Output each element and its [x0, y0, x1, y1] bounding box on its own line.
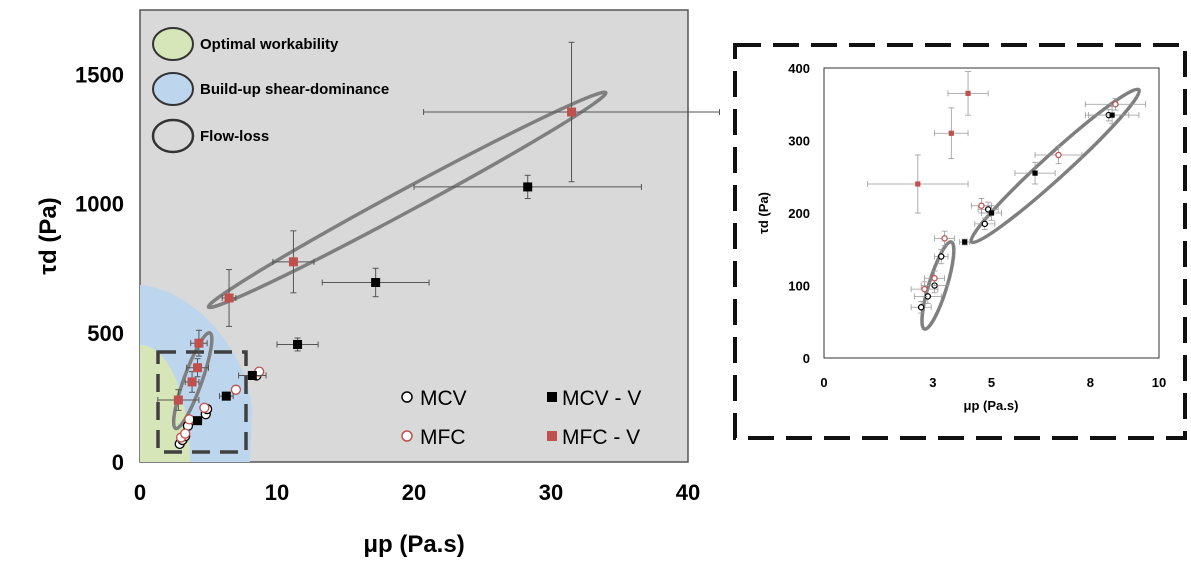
flowloss-ellipse-upper	[206, 90, 608, 310]
flowloss-ellipse-lower	[171, 331, 214, 431]
inset-x-tick-label: 10	[1152, 375, 1166, 390]
main-point-mfc	[230, 384, 242, 395]
inset-point-mfc	[931, 274, 938, 282]
main-point-mfc	[199, 402, 210, 413]
main-x-tick-label: 20	[402, 480, 426, 505]
legend-optimal-swatch	[152, 27, 194, 61]
main-point-mfc-v	[193, 363, 203, 373]
main-point-mfc-v	[288, 257, 298, 267]
main-x-tick-label: 10	[265, 480, 289, 505]
main-point-mfc	[180, 428, 191, 439]
legend-flowloss-label: Flow-loss	[200, 128, 269, 145]
main-y-tick-label: 1500	[75, 63, 124, 88]
main-x-tick-label: 30	[539, 480, 563, 505]
legend-mfc-marker	[401, 430, 413, 442]
main-y-tick-label: 500	[87, 321, 124, 346]
legend-mcv-label: MCV	[420, 387, 467, 410]
main-y-axis-label: τd (Pa)	[35, 197, 62, 274]
series-legend: MCV MFC MCV - V MFC - V	[401, 387, 641, 449]
main-flowloss-ellipses	[171, 90, 608, 431]
region-legend: Optimal workability Build-up shear-domin…	[151, 27, 389, 154]
main-point-mfc-v	[187, 377, 197, 387]
inset-y-tick-label: 400	[788, 61, 810, 76]
inset-y-tick-label: 100	[788, 279, 810, 294]
inset-point-mfc-v	[965, 90, 971, 96]
inset-point-mfc-v	[915, 181, 921, 187]
main-point-mcv-v	[247, 370, 257, 380]
inset-x-tick-label: 0	[820, 375, 827, 390]
legend-mcv-marker	[401, 391, 413, 403]
inset-x-tick-label: 8	[1087, 375, 1094, 390]
inset-y-tick-label: 200	[788, 206, 810, 221]
main-point-mcv-v	[293, 339, 303, 349]
legend-buildup-label: Build-up shear-dominance	[200, 81, 389, 98]
legend-buildup-swatch	[152, 72, 194, 106]
main-regions	[140, 285, 252, 462]
inset-marks	[867, 71, 1146, 314]
inset-point-mfc	[1055, 151, 1062, 159]
main-point-mfc-v	[224, 293, 234, 303]
main-point-mcv-v	[221, 391, 231, 401]
inset-point-mfc	[941, 235, 948, 242]
inset-x-tick-label: 3	[929, 375, 936, 390]
main-point-mfc	[184, 414, 195, 425]
main-point-mfc-v	[173, 395, 183, 405]
main-marks	[157, 41, 721, 450]
main-point-mcv-v	[193, 416, 203, 426]
inset-x-axis-label: μp (Pa.s)	[964, 398, 1019, 413]
main-point-mfc-v	[567, 107, 577, 117]
inset-y-axis-label: τd (Pa)	[756, 192, 771, 234]
inset-x-tick-label: 5	[988, 375, 995, 390]
main-x-tick-label: 0	[134, 480, 146, 505]
legend-mcv-v-label: MCV - V	[562, 387, 641, 410]
main-point-mfc-v	[194, 338, 204, 348]
inset-point-mcv-v	[1032, 170, 1038, 176]
inset-point-mfc	[921, 285, 928, 293]
legend-mcv-v-marker	[547, 392, 557, 402]
inset-point-mfc	[1112, 101, 1119, 108]
inset-point-mfc	[978, 202, 985, 209]
inset-point-mcv-v	[988, 210, 995, 216]
main-point-mcv-v	[371, 277, 381, 287]
optimal-region	[140, 345, 190, 462]
inset-point-mcv-v	[962, 239, 968, 245]
inset-ellipse-upper	[969, 87, 1142, 245]
inset-ellipse-lower	[920, 240, 956, 331]
inset-point-mcv	[917, 303, 925, 311]
inset-dashed-frame	[733, 43, 1187, 440]
inset-point-mcv	[938, 253, 945, 260]
main-y-tick-label: 0	[112, 450, 124, 475]
inset-point-mfc-v	[948, 130, 954, 136]
main-y-tick-label: 1000	[75, 192, 124, 217]
main-point-mcv-v	[523, 182, 533, 192]
inset-y-tick-label: 0	[803, 351, 810, 366]
main-x-axis-label: μp (Pa.s)	[363, 531, 464, 558]
main-ticks: 0 10 20 30 40 0 500 1000 1500	[75, 63, 700, 505]
inset-y-tick-label: 300	[788, 134, 810, 149]
legend-mfc-label: MFC	[420, 426, 466, 449]
legend-mfc-v-label: MFC - V	[562, 426, 640, 449]
inset-point-mcv	[981, 220, 989, 228]
legend-mfc-v-marker	[547, 431, 557, 441]
inset-ellipses	[920, 87, 1142, 331]
legend-flowloss-swatch	[151, 118, 195, 154]
main-x-tick-label: 40	[676, 480, 700, 505]
inset-point-mcv-v	[1109, 112, 1115, 118]
legend-optimal-label: Optimal workability	[200, 36, 339, 53]
